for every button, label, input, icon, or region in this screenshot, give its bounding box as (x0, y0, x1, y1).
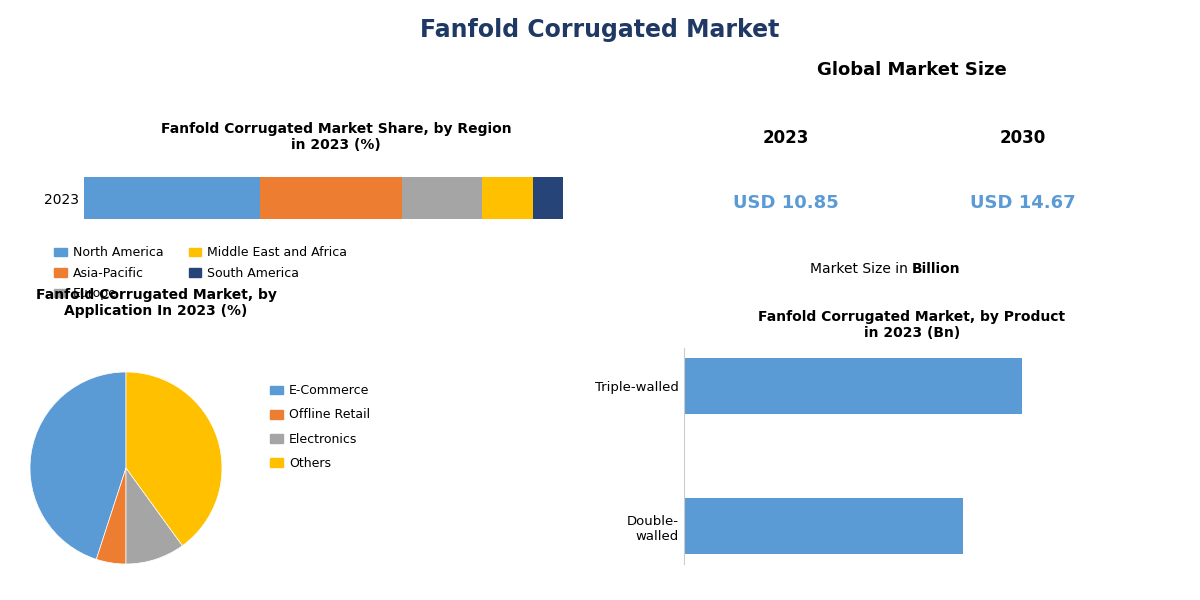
Legend: North America, Asia-Pacific, Europe, Middle East and Africa, South America: North America, Asia-Pacific, Europe, Mid… (54, 246, 347, 300)
Text: 2023: 2023 (763, 128, 809, 146)
Bar (684, 498, 964, 554)
Bar (402, 177, 482, 219)
Text: Global Market Size: Global Market Size (817, 61, 1007, 79)
Bar (482, 177, 533, 219)
Wedge shape (96, 468, 126, 564)
Text: USD 14.67: USD 14.67 (970, 194, 1075, 212)
Text: Billion: Billion (912, 262, 961, 276)
Text: Market Size in: Market Size in (810, 262, 912, 276)
Title: Fanfold Corrugated Market, by Product
in 2023 (Bn): Fanfold Corrugated Market, by Product in… (758, 310, 1066, 340)
Title: Fanfold Corrugated Market Share, by Region
in 2023 (%): Fanfold Corrugated Market Share, by Regi… (161, 122, 511, 152)
Wedge shape (126, 372, 222, 545)
Wedge shape (30, 372, 126, 559)
Legend: E-Commerce, Offline Retail, Electronics, Others: E-Commerce, Offline Retail, Electronics,… (270, 384, 370, 470)
Text: 2030: 2030 (1000, 128, 1046, 146)
Text: USD 10.85: USD 10.85 (733, 194, 839, 212)
Bar (260, 177, 402, 219)
Wedge shape (126, 468, 182, 564)
Text: Fanfold Corrugated Market: Fanfold Corrugated Market (420, 18, 780, 42)
Text: Fanfold Corrugated Market, by
Application In 2023 (%): Fanfold Corrugated Market, by Applicatio… (36, 288, 276, 318)
Bar (533, 177, 563, 219)
Bar (84, 177, 260, 219)
Bar (684, 358, 1021, 414)
